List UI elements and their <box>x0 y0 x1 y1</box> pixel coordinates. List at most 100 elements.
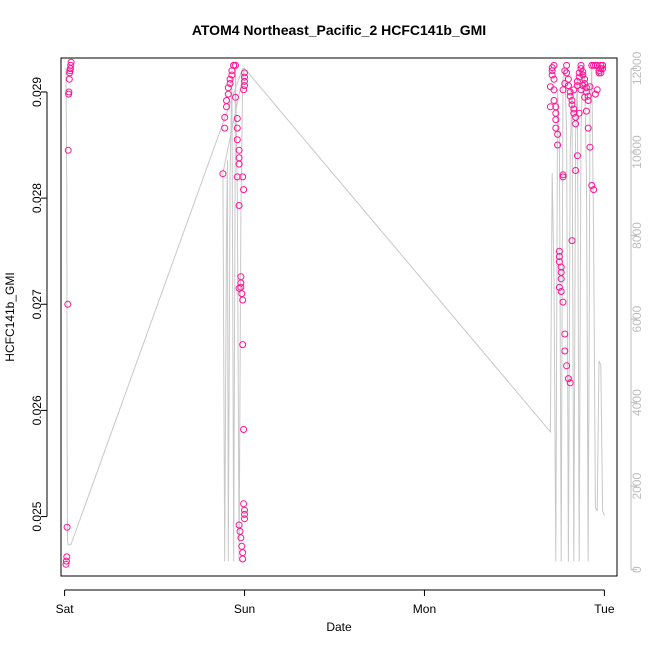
data-point <box>552 116 560 124</box>
data-point <box>579 71 587 79</box>
data-point <box>235 146 243 154</box>
data-point <box>566 379 574 387</box>
y-tick-label: 0.025 <box>30 501 44 531</box>
data-point <box>552 124 560 132</box>
data-point <box>586 143 594 151</box>
data-point <box>241 77 248 85</box>
data-point <box>65 88 73 96</box>
right-y-tick-label: 2000 <box>630 473 644 500</box>
data-point <box>548 64 556 72</box>
data-point <box>228 71 236 79</box>
data-point <box>235 160 243 168</box>
data-point <box>240 500 248 508</box>
data-point <box>554 141 562 149</box>
data-point <box>555 253 563 260</box>
data-point <box>588 181 596 189</box>
data-point <box>226 75 234 83</box>
data-point <box>595 69 603 77</box>
data-point <box>590 186 598 194</box>
data-point <box>573 82 581 90</box>
data-point <box>224 84 232 92</box>
data-point <box>591 90 599 98</box>
data-point <box>566 92 574 100</box>
data-point <box>546 103 554 111</box>
y-axis-label: HCFC141b_GMI <box>3 272 17 361</box>
data-point <box>559 173 567 181</box>
data-point <box>563 69 571 77</box>
data-point <box>573 77 581 85</box>
data-point <box>240 86 248 94</box>
data-point <box>579 68 587 76</box>
data-point <box>232 61 239 69</box>
data-point <box>555 247 563 255</box>
data-point <box>572 167 580 174</box>
right-y-tick-label: 4000 <box>630 389 644 416</box>
data-point <box>239 296 247 304</box>
data-point <box>233 173 241 181</box>
data-point <box>573 152 581 160</box>
data-point <box>584 92 592 100</box>
data-point <box>235 521 243 529</box>
data-point <box>240 426 248 433</box>
data-point <box>557 263 565 271</box>
data-point <box>570 86 578 94</box>
data-point <box>237 534 245 542</box>
data-point <box>572 120 580 128</box>
data-point <box>568 101 576 109</box>
data-point <box>239 173 247 181</box>
data-point <box>559 298 567 306</box>
data-point <box>586 83 594 91</box>
data-point <box>593 86 601 94</box>
altitude-series-line <box>64 67 605 562</box>
data-point <box>559 171 567 179</box>
points-layer <box>62 58 607 568</box>
data-point <box>63 553 71 561</box>
data-point <box>563 61 571 69</box>
x-tick-label: Mon <box>413 602 436 616</box>
data-point <box>226 80 234 87</box>
data-point <box>577 86 585 94</box>
data-point <box>550 97 558 104</box>
data-point <box>241 515 248 523</box>
data-point <box>599 61 607 69</box>
data-point <box>237 279 245 287</box>
plot-frame <box>60 57 618 577</box>
data-point <box>581 93 589 101</box>
data-point <box>239 341 247 349</box>
data-point <box>233 115 241 122</box>
data-point <box>221 124 229 132</box>
data-point <box>63 523 71 531</box>
data-point <box>554 130 562 138</box>
data-point <box>566 88 574 96</box>
data-point <box>561 330 569 338</box>
data-point <box>219 170 227 178</box>
data-point <box>575 69 583 77</box>
x-axis: Sat Sun Mon Tue <box>56 589 615 616</box>
x-tick-label: Tue <box>594 602 615 616</box>
y-tick-label: 0.028 <box>30 183 44 213</box>
data-point <box>550 61 558 69</box>
data-point <box>577 61 585 69</box>
data-point <box>233 124 241 132</box>
data-point <box>548 71 556 79</box>
data-point <box>241 82 248 90</box>
data-point <box>232 93 239 101</box>
data-point <box>563 362 571 370</box>
y-axis: 0.025 0.026 0.027 0.028 0.029 <box>30 77 48 532</box>
x-tick-label: Sun <box>234 602 255 616</box>
y-tick-label: 0.029 <box>30 77 44 107</box>
data-point <box>64 300 72 308</box>
data-point <box>555 283 563 291</box>
data-point <box>223 97 230 104</box>
data-point <box>67 58 75 66</box>
data-point <box>584 124 592 132</box>
y-tick-label: 0.027 <box>30 289 44 319</box>
data-point <box>581 80 589 87</box>
right-y-tick-label: 8000 <box>630 222 644 249</box>
x-axis-label: Date <box>326 620 352 634</box>
data-point <box>241 69 248 77</box>
data-point <box>221 113 229 121</box>
data-point <box>557 275 565 283</box>
